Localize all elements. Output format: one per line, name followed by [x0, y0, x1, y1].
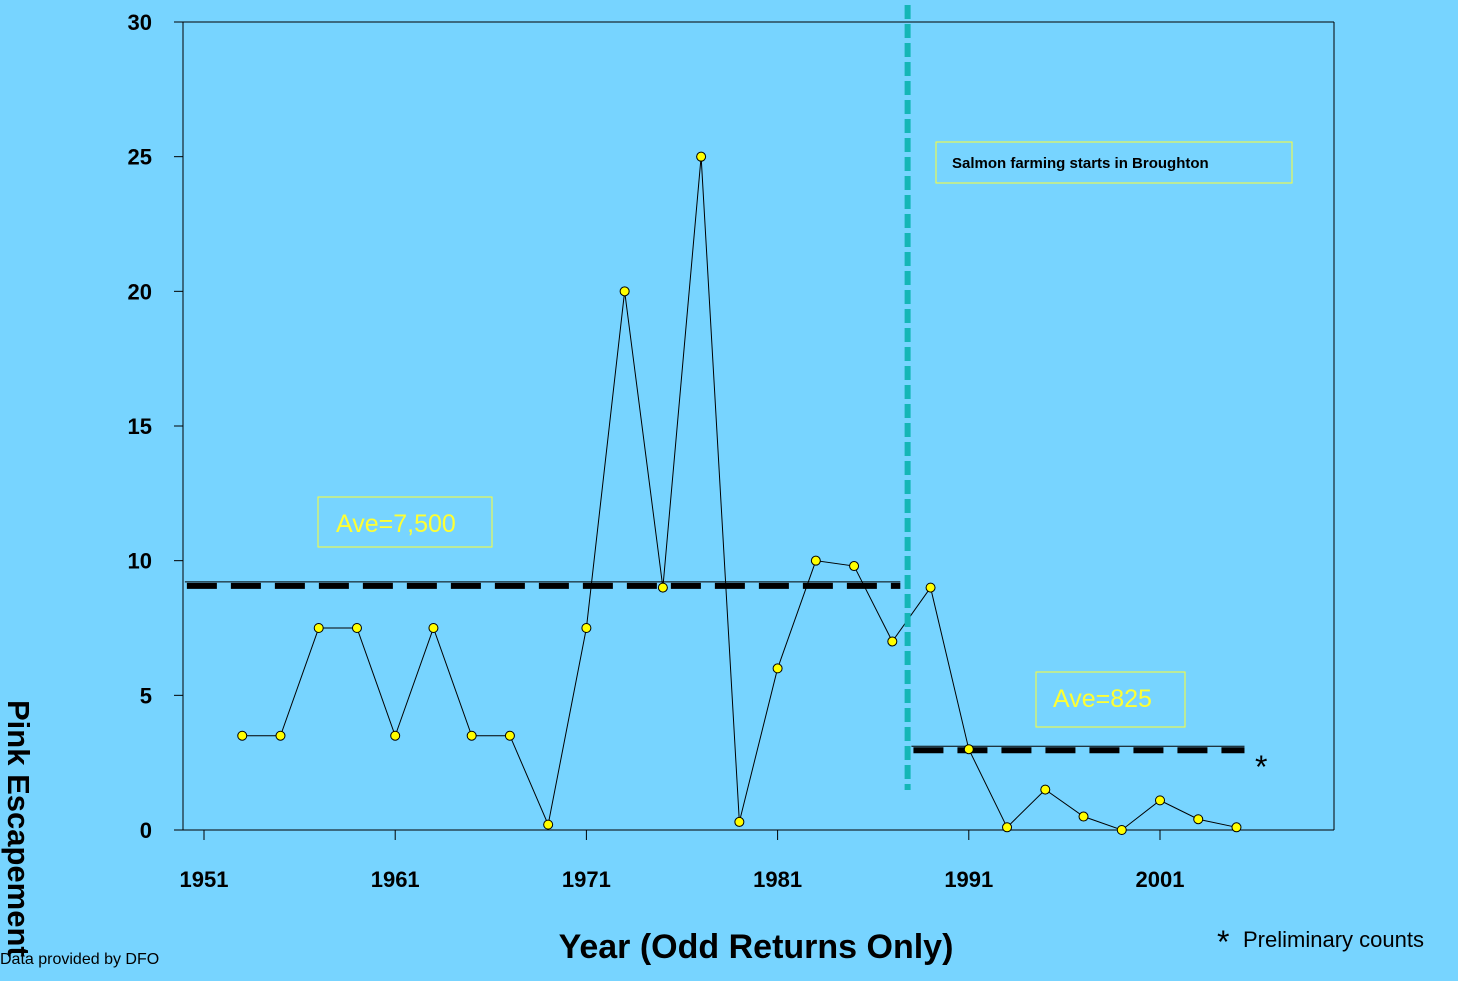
y-tick-label: 25 [128, 145, 152, 170]
data-point [313, 623, 324, 633]
data-point [504, 730, 515, 741]
data-point [619, 286, 630, 297]
data-point [810, 555, 821, 566]
x-tick-label: 1991 [944, 867, 993, 892]
y-tick-label: 15 [128, 414, 152, 439]
average-label-box-pre [317, 496, 493, 548]
data-point [849, 561, 860, 572]
y-axis-title: Pink Escapement [1, 700, 36, 957]
y-tick-label: 20 [128, 279, 152, 304]
y-tick-label: 5 [140, 683, 152, 708]
data-point [734, 816, 745, 827]
data-point [657, 582, 668, 593]
x-tick-label: 1951 [180, 867, 229, 892]
data-point [1193, 814, 1204, 825]
x-tick-label: 1961 [371, 867, 420, 892]
event-annotation-box [935, 141, 1293, 184]
data-point [696, 151, 707, 162]
data-point [466, 730, 477, 741]
average-label-box-post [1035, 671, 1186, 728]
data-point [887, 636, 898, 647]
data-point [925, 582, 936, 593]
data-point [1040, 784, 1051, 795]
series-line [242, 156, 1237, 831]
y-tick-label: 10 [128, 549, 152, 574]
footnote-symbol: * [1217, 924, 1229, 960]
x-axis-title: Year (Odd Returns Only) [559, 928, 954, 966]
x-tick-label: 2001 [1136, 867, 1185, 892]
data-point [772, 663, 783, 674]
data-point [1155, 795, 1165, 806]
data-point [1231, 822, 1242, 833]
source-note: Data provided by DFO [0, 951, 159, 968]
average-label-post: Ave=825 [1053, 685, 1152, 713]
x-tick-label: 1971 [562, 867, 611, 892]
data-point [543, 819, 554, 830]
x-tick-label: 1981 [753, 867, 802, 892]
data-point [390, 730, 401, 741]
data-point [351, 623, 362, 633]
data-point [237, 730, 248, 741]
average-label-pre: Ave=7,500 [336, 510, 456, 538]
y-tick-label: 30 [128, 10, 152, 35]
data-point [428, 623, 439, 633]
data-point [275, 730, 286, 741]
y-tick-label: 0 [140, 818, 152, 843]
footnote-text: Preliminary counts [1243, 927, 1424, 952]
data-point [581, 623, 592, 633]
data-point [963, 744, 974, 755]
data-point [1002, 822, 1013, 833]
data-point [1078, 811, 1089, 822]
asterisk-marker: * [1255, 749, 1267, 785]
event-annotation-label: Salmon farming starts in Broughton [952, 155, 1209, 172]
data-point [1116, 825, 1127, 835]
